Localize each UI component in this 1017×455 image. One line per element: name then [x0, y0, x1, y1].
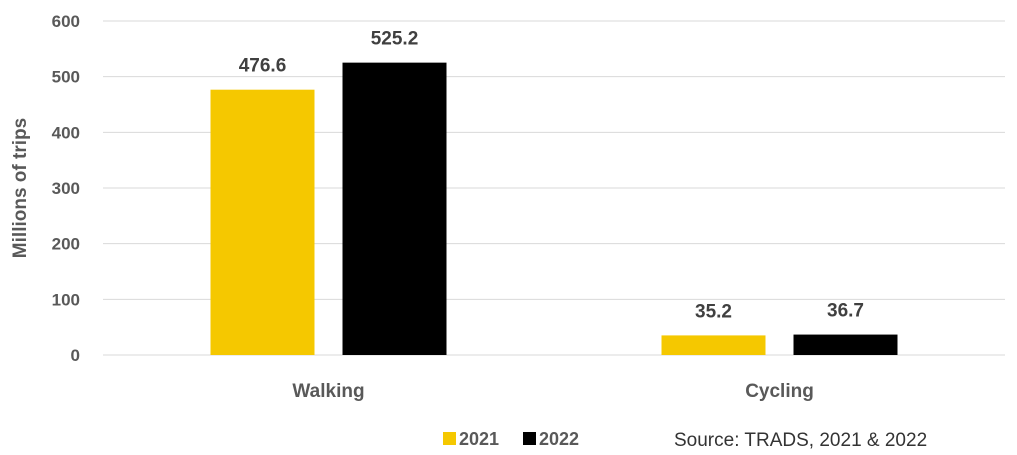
legend-swatch-2021 [443, 432, 456, 445]
data-labels: 476.6 525.2 35.2 36.7 [239, 29, 864, 323]
y-axis-ticks: 0 100 200 300 400 500 600 [52, 12, 80, 365]
legend-label-2021: 2021 [459, 429, 499, 449]
data-label-cycling-2021: 35.2 [695, 301, 732, 322]
y-tick-label-500: 500 [52, 68, 80, 87]
data-label-walking-2022: 525.2 [371, 29, 419, 50]
category-label-walking: Walking [292, 381, 364, 402]
category-labels: Walking Cycling [292, 381, 813, 402]
legend: 2021 2022 [443, 429, 579, 449]
legend-label-2022: 2022 [539, 429, 579, 449]
y-tick-label-300: 300 [52, 179, 80, 198]
y-tick-label-200: 200 [52, 235, 80, 254]
bar-walking-2022 [342, 62, 447, 355]
data-label-cycling-2022: 36.7 [827, 301, 864, 322]
category-label-cycling: Cycling [745, 381, 814, 402]
legend-swatch-2022 [523, 432, 536, 445]
y-tick-label-600: 600 [52, 12, 80, 31]
data-label-walking-2021: 476.6 [239, 56, 287, 77]
y-tick-label-0: 0 [71, 346, 80, 365]
bar-walking-2021 [210, 89, 315, 356]
bar-cycling-2022 [793, 334, 898, 355]
y-tick-label-400: 400 [52, 123, 80, 142]
bars [210, 62, 898, 356]
bar-cycling-2021 [661, 335, 766, 355]
source-note: Source: TRADS, 2021 & 2022 [674, 430, 927, 451]
y-axis-title: Millions of trips [10, 118, 31, 258]
y-tick-label-100: 100 [52, 290, 80, 309]
